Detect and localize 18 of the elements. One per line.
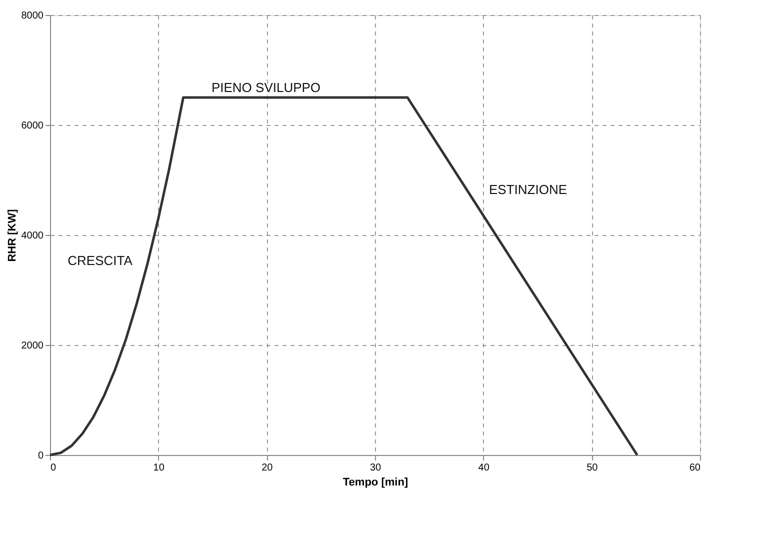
y-tick-label: 2000	[21, 340, 44, 352]
x-tick-label: 60	[689, 462, 701, 474]
y-tick-label: 4000	[21, 230, 44, 242]
annotation: ESTINZIONE	[488, 182, 568, 197]
x-tick-label: 50	[586, 462, 598, 474]
x-tick-label: 40	[478, 462, 490, 474]
x-tick-label: 20	[262, 462, 274, 474]
y-tick-label: 8000	[21, 10, 44, 22]
y-tick-label: 0	[38, 450, 44, 462]
x-axis-title: Tempo [min]	[342, 476, 408, 488]
x-tick-label: 10	[153, 462, 165, 474]
annotation: PIENO SVILUPPO	[211, 80, 321, 95]
y-axis-title: RHR [KW]	[6, 208, 18, 262]
x-tick-label: 30	[370, 462, 382, 474]
line-series	[48, 96, 638, 456]
x-tick-label: 0	[50, 462, 56, 474]
y-tick-label: 6000	[21, 120, 44, 132]
annotation: CRESCITA	[68, 253, 133, 268]
